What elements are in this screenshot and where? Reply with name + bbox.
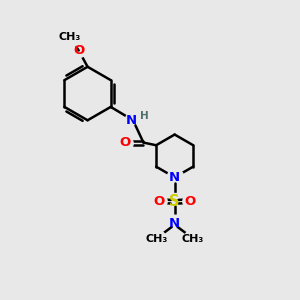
Text: N: N: [169, 217, 180, 230]
Text: CH₃: CH₃: [58, 32, 81, 42]
Text: H: H: [140, 111, 149, 121]
Text: S: S: [169, 194, 180, 209]
Text: N: N: [126, 114, 137, 127]
Text: O: O: [73, 44, 84, 57]
Text: N: N: [169, 171, 180, 184]
Text: O: O: [119, 136, 130, 149]
Text: O: O: [184, 195, 196, 208]
Text: CH₃: CH₃: [182, 234, 204, 244]
Text: CH₃: CH₃: [145, 234, 167, 244]
Text: O: O: [154, 195, 165, 208]
